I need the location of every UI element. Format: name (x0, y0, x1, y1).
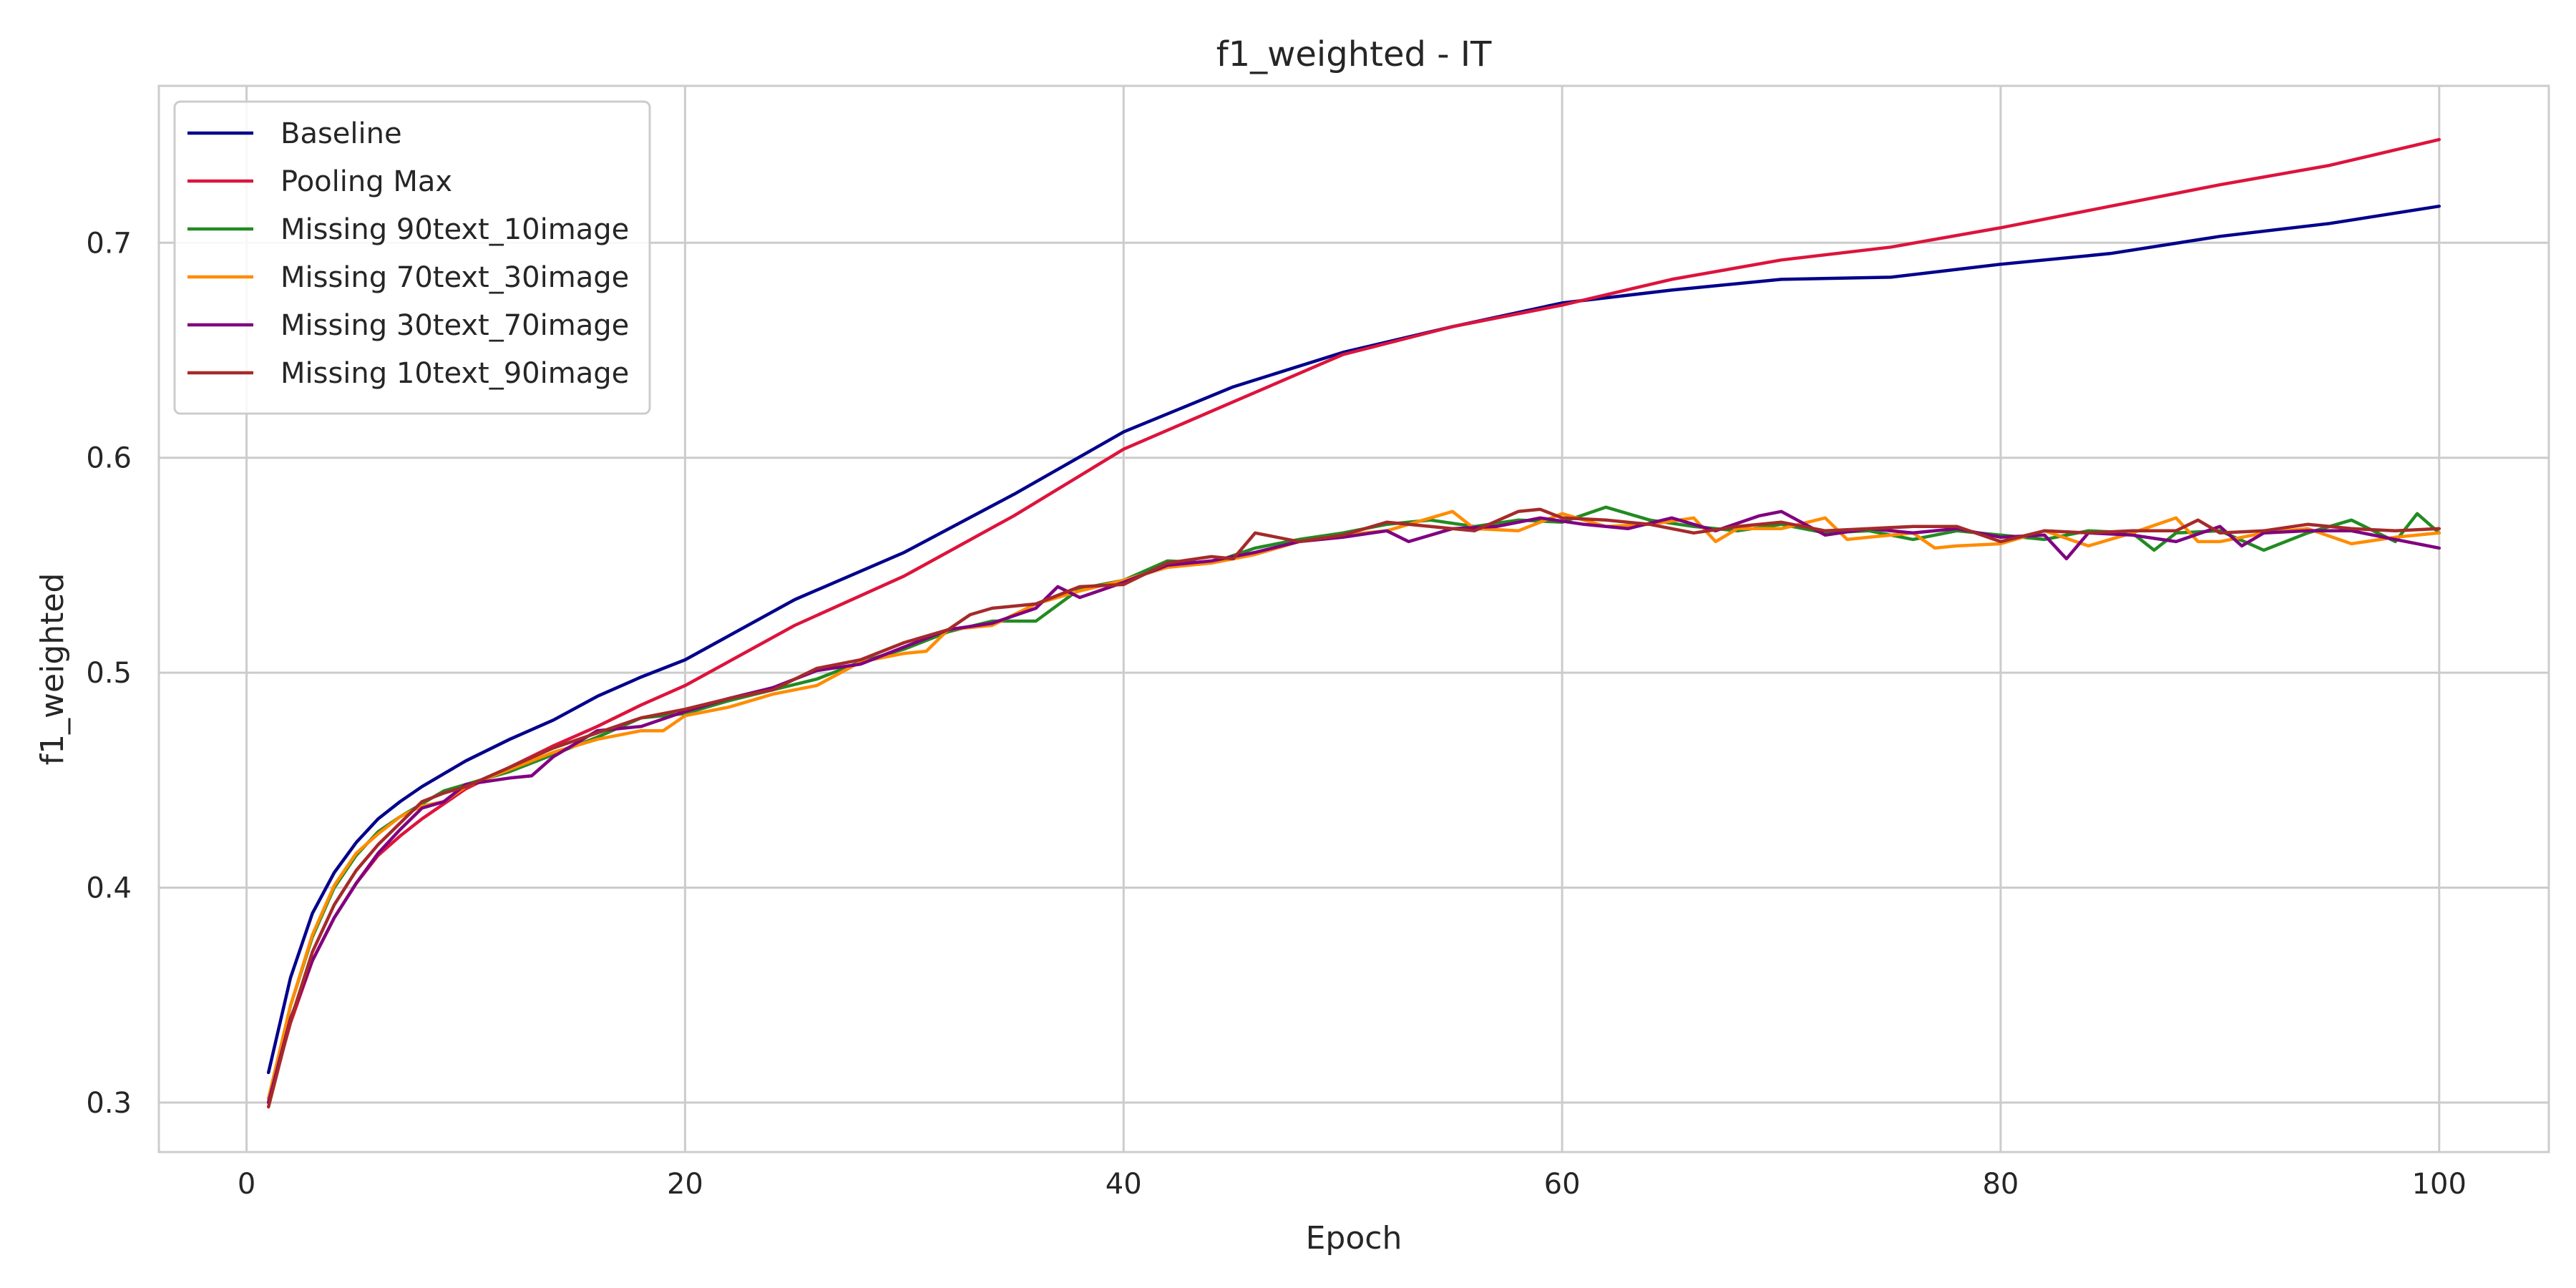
series-line (266, 204, 2441, 1075)
x-tick-label: 20 (667, 1168, 703, 1201)
legend-label: Missing 90text_10image (280, 213, 629, 246)
legend-label: Pooling Max (280, 165, 452, 198)
x-axis-label: Epoch (1306, 1220, 1402, 1257)
legend-label: Missing 30text_70image (280, 309, 629, 342)
grid (159, 86, 2549, 1152)
series-line (266, 507, 2441, 1109)
series-line (266, 509, 2441, 1105)
y-tick-label: 0.3 (86, 1087, 132, 1120)
series-lines (266, 137, 2441, 1109)
x-tick-label: 80 (1982, 1168, 2019, 1201)
tick-labels: 0 20 40 60 80 100 0.3 0.4 0.5 0.6 0.7 (86, 227, 2467, 1201)
y-tick-label: 0.4 (86, 872, 132, 905)
legend-label: Missing 10text_90image (280, 357, 629, 390)
x-tick-label: 0 (238, 1168, 255, 1201)
legend: Baseline Pooling Max Missing 90text_10imag… (173, 100, 651, 415)
y-tick-label: 0.7 (86, 227, 132, 260)
legend-label: Baseline (280, 117, 402, 150)
chart-title: f1_weighted - IT (1216, 34, 1492, 74)
x-tick-label: 40 (1106, 1168, 1142, 1201)
x-tick-label: 100 (2412, 1168, 2467, 1201)
legend-label: Missing 70text_30image (280, 261, 629, 294)
x-tick-label: 60 (1544, 1168, 1581, 1201)
plot-frame (157, 84, 2550, 1153)
y-tick-label: 0.6 (86, 442, 132, 475)
legend-box (173, 100, 651, 415)
y-axis-label: f1_weighted (34, 573, 71, 766)
y-tick-label: 0.5 (86, 657, 132, 690)
